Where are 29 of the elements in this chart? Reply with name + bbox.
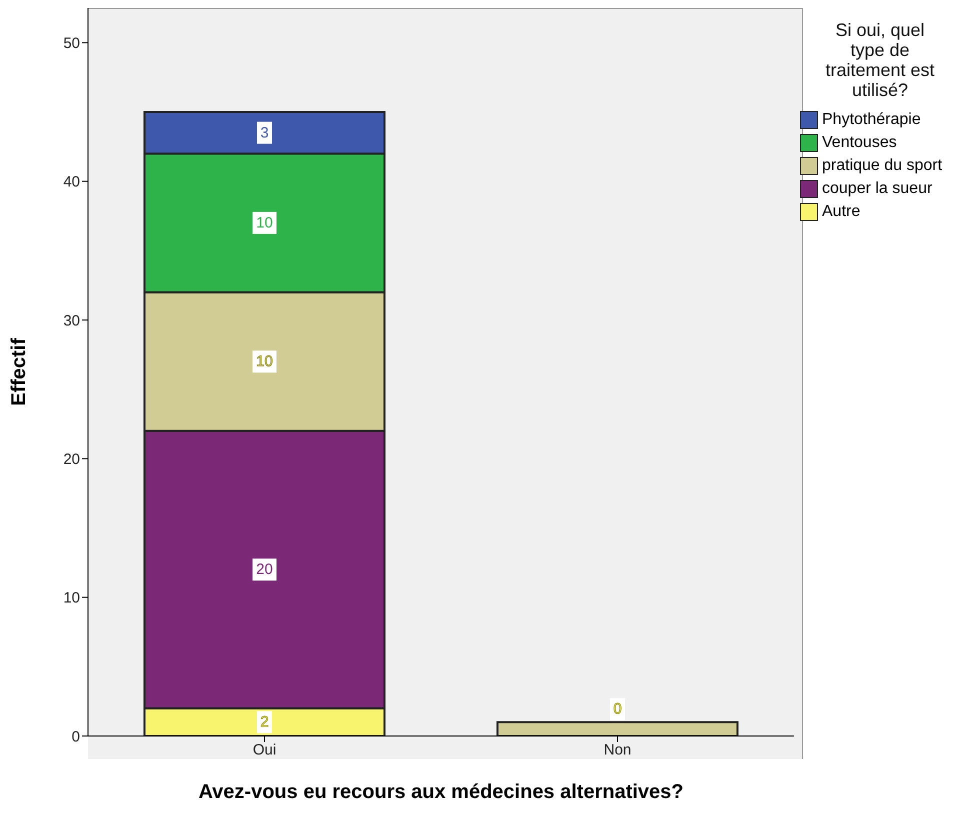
- y-tick-label: 20: [63, 450, 80, 468]
- legend-label: Ventouses: [822, 134, 897, 152]
- y-tick-label: 10: [63, 590, 80, 607]
- label-box: 20: [252, 558, 276, 581]
- x-axis-title: Avez-vous eu recours aux médecines alternatives?: [198, 781, 684, 803]
- legend-label: couper la sueur: [822, 180, 932, 198]
- legend-title: Si oui, quel type de traitement est utilisé?: [824, 20, 936, 100]
- data-label: 10: [256, 353, 273, 370]
- data-label: 10: [256, 214, 273, 232]
- data-label: 3: [260, 124, 269, 142]
- y-tick-label: 40: [63, 174, 80, 191]
- x-tick-label: Non: [604, 742, 632, 759]
- data-label: 20: [256, 561, 273, 578]
- y-axis-title: Effectif: [8, 338, 30, 406]
- data-label: 2: [260, 714, 269, 731]
- y-tick-label: 30: [63, 312, 80, 330]
- label-box: 3: [257, 122, 272, 144]
- y-tick-label: 0: [72, 728, 80, 746]
- legend-label: Phytothérapie: [822, 110, 921, 128]
- label-box: 2: [257, 711, 272, 734]
- label-box: 10: [252, 212, 276, 234]
- label-box: 10: [252, 350, 276, 373]
- legend-label: pratique du sport: [822, 156, 942, 174]
- label-box: 0: [610, 698, 625, 720]
- legend-label: Autre: [822, 202, 860, 220]
- y-tick-label: 50: [63, 34, 80, 52]
- x-tick-label: Oui: [252, 742, 276, 759]
- data-label: 0: [613, 700, 622, 718]
- bar: [496, 721, 738, 736]
